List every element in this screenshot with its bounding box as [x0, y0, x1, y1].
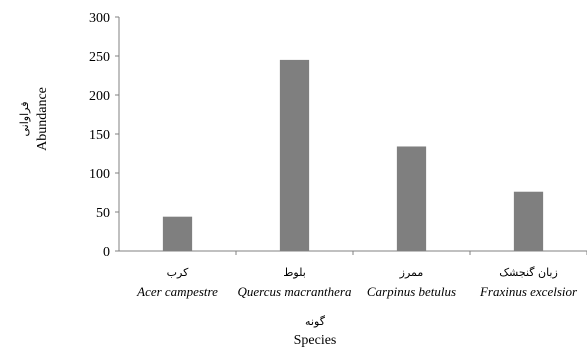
y-tick-label: 250: [89, 50, 110, 65]
y-tick-label: 50: [96, 206, 110, 221]
y-tick-label: 0: [103, 245, 110, 260]
bars: [162, 59, 544, 252]
y-axis-label: Abundance: [35, 87, 50, 151]
y-axis-label-persian: فراوانی: [18, 102, 31, 137]
y-tick-label: 200: [89, 89, 110, 104]
x-category-label: Quercus macranthera: [238, 284, 352, 299]
y-tick-labels: 0 50 100 150 200 250 300: [89, 11, 110, 260]
y-tick-label: 300: [89, 11, 110, 26]
x-category-label-persian: ممرز: [399, 266, 424, 279]
y-tick-label: 100: [89, 167, 110, 182]
x-axis-label: Species: [294, 333, 337, 347]
bar: [162, 216, 193, 251]
x-category-label-persian: زبان گنجشک: [499, 266, 558, 279]
x-category-label: Acer campestre: [136, 284, 218, 299]
x-axis-label-persian: گونه: [305, 315, 326, 328]
y-tick-label: 150: [89, 128, 110, 143]
x-category-labels: کرب Acer campestre بلوط Quercus macranthera…: [136, 266, 578, 299]
x-category-label-persian: کرب: [167, 266, 189, 279]
x-category-label-persian: بلوط: [283, 266, 306, 279]
axes: [115, 16, 587, 255]
bar: [396, 146, 427, 251]
bar: [279, 59, 310, 252]
bar: [513, 191, 544, 251]
x-category-label: Fraxinus excelsior: [479, 284, 578, 299]
x-category-label: Carpinus betulus: [367, 284, 456, 299]
